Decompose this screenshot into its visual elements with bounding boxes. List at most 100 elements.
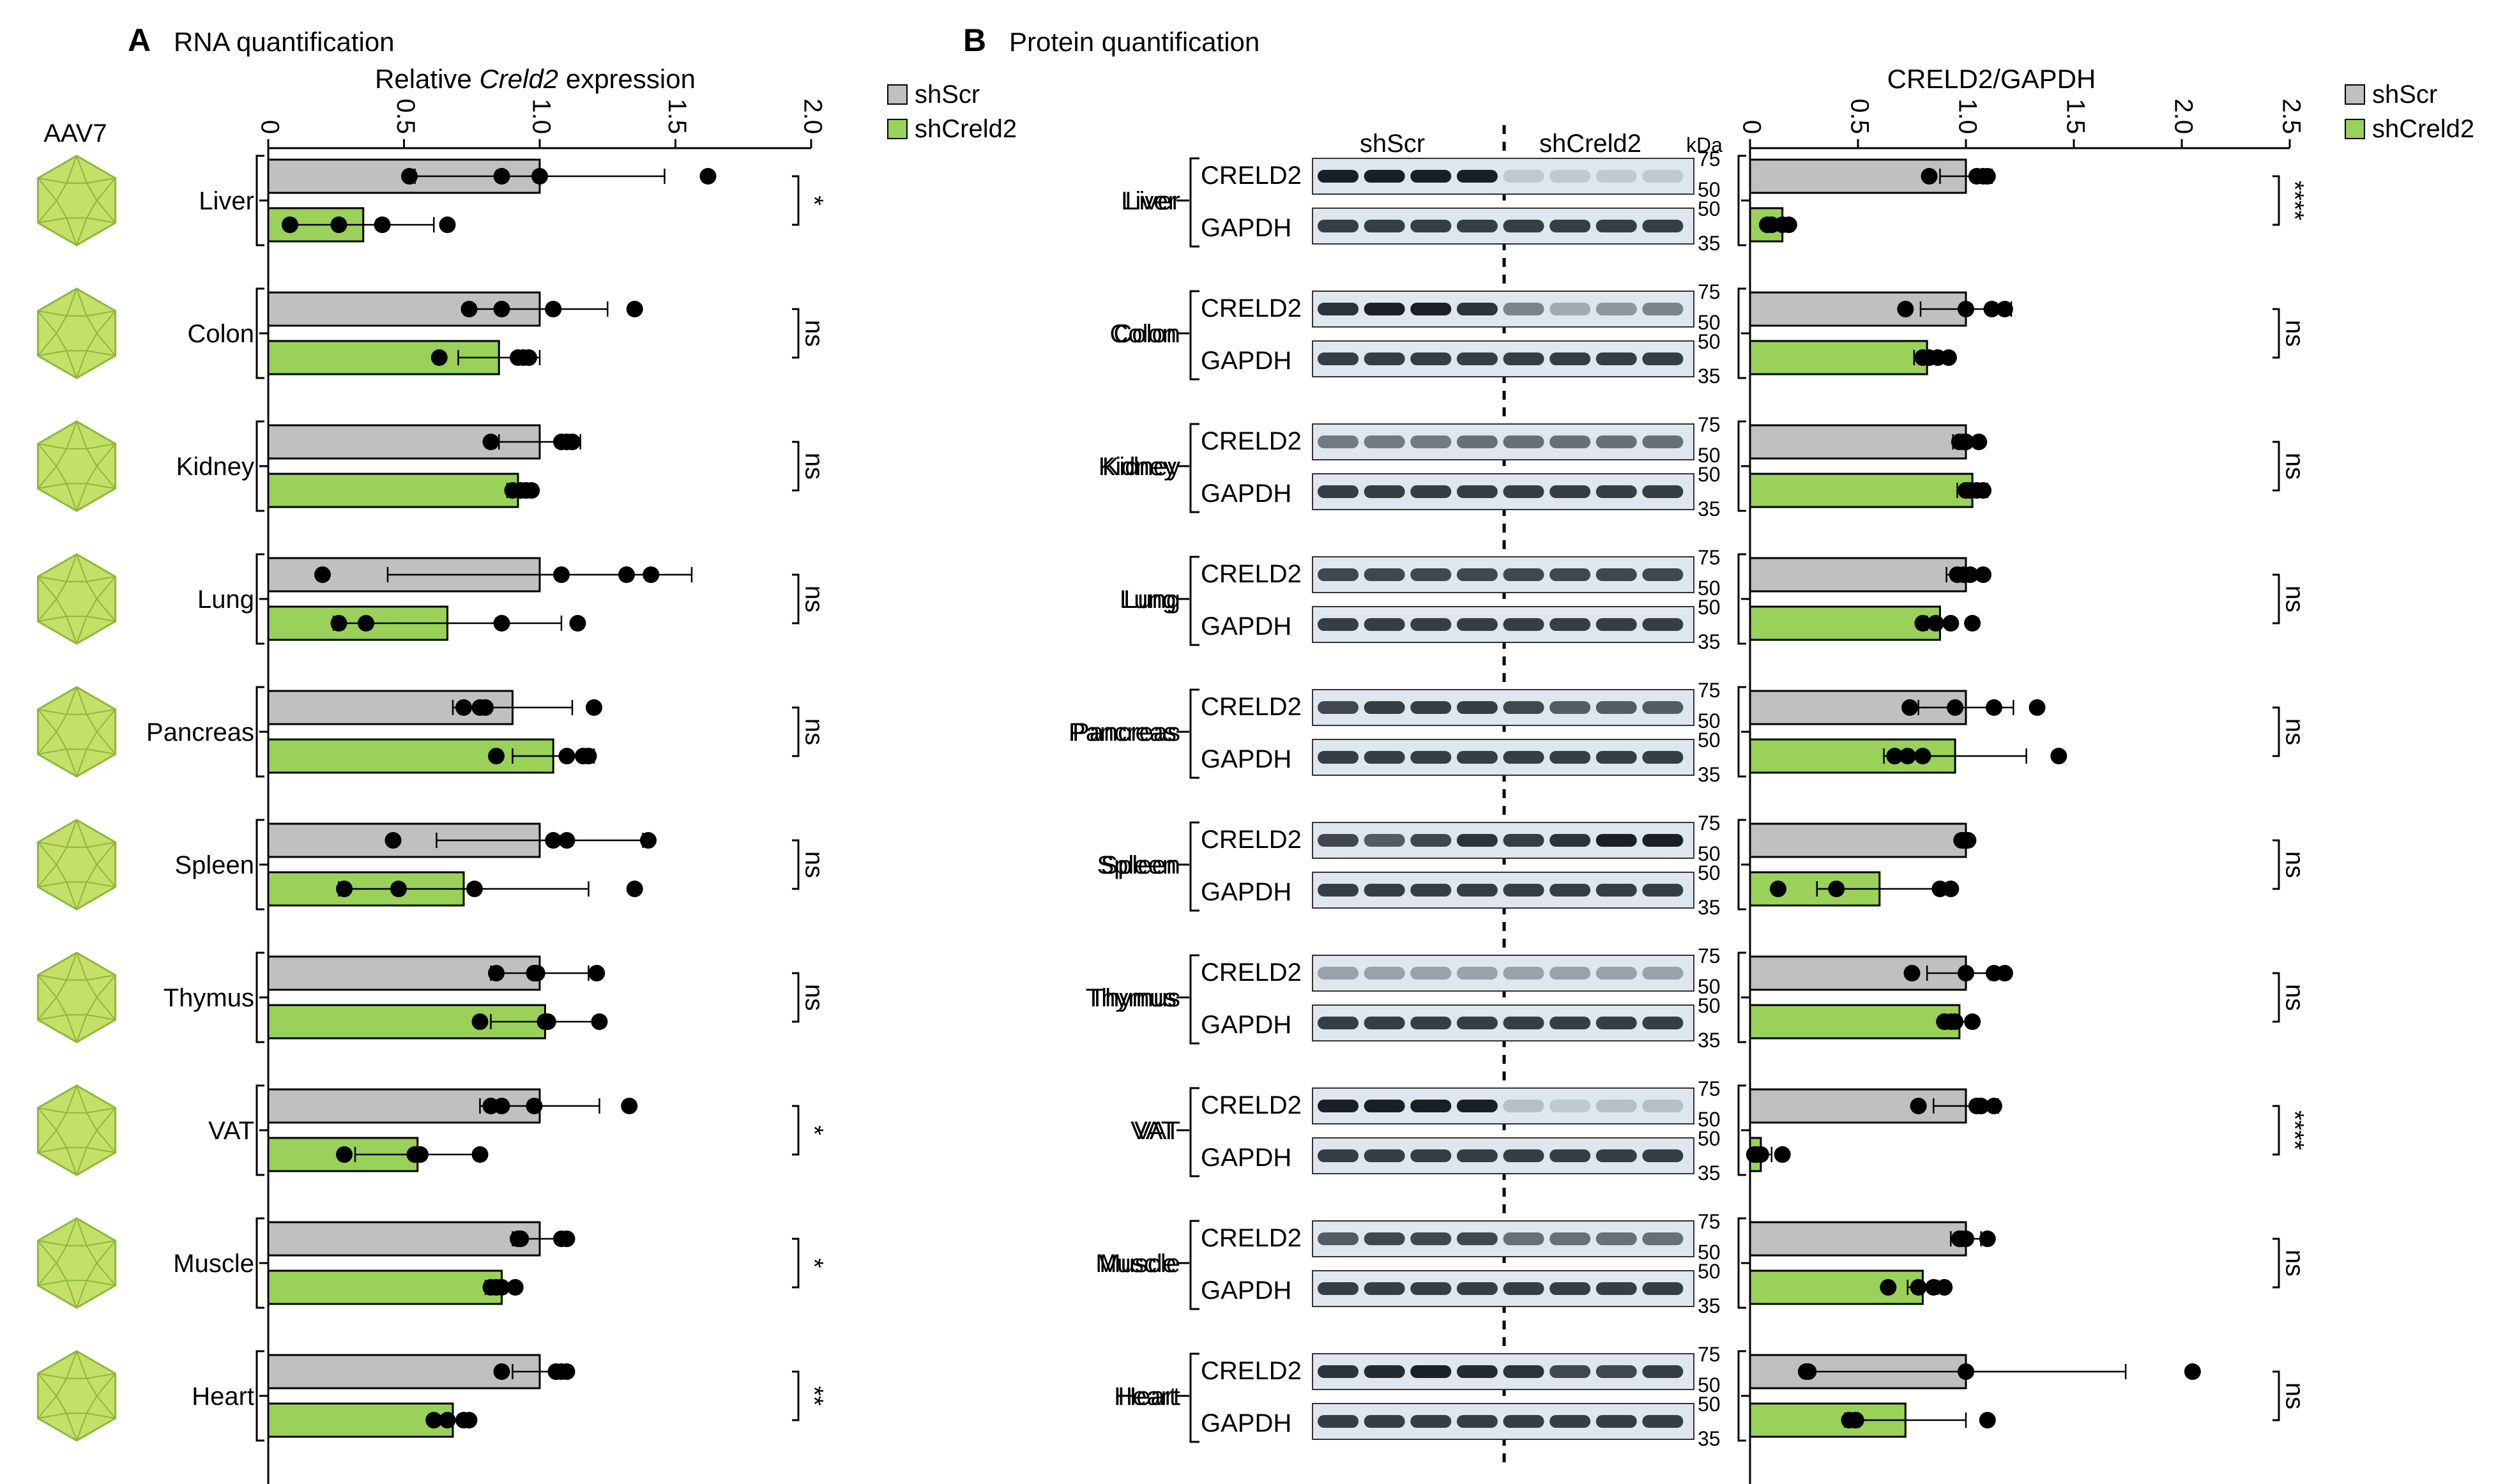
virus-edge xyxy=(37,443,57,467)
virus-icon xyxy=(36,686,117,778)
marker-kda: 50 xyxy=(1698,444,1721,467)
data-point xyxy=(1780,216,1797,233)
blot-band-gapdh xyxy=(1503,1415,1544,1428)
significance-label: * xyxy=(800,1258,828,1268)
blot-band-creld2 xyxy=(1364,568,1405,581)
category-label: Muscle xyxy=(173,1250,254,1278)
significance-bracket xyxy=(792,839,800,890)
significance-bracket xyxy=(2272,1370,2280,1421)
marker-kda: 75 xyxy=(1698,1077,1721,1100)
blot-organ-label: Spleen xyxy=(1097,851,1176,879)
blot-band-creld2 xyxy=(1364,701,1405,714)
blot-band-creld2 xyxy=(1318,568,1359,581)
blot-band-creld2 xyxy=(1456,1232,1498,1245)
legend-label-shcreld2: shCreld2 xyxy=(2372,115,2474,143)
significance-label: ns xyxy=(2280,984,2308,1011)
marker-kda: 50 xyxy=(1698,311,1721,334)
marker-kda: 50 xyxy=(1698,1374,1721,1397)
data-point xyxy=(545,832,562,849)
significance-label: ns xyxy=(2280,586,2308,612)
virus-edge xyxy=(86,709,116,715)
data-point xyxy=(1947,1013,1964,1030)
blot-band-gapdh xyxy=(1410,618,1452,631)
virus-edge xyxy=(37,709,57,732)
data-point xyxy=(1910,1279,1927,1296)
blot-band-gapdh xyxy=(1410,1415,1452,1428)
legend-label-shscr: shScr xyxy=(2372,80,2437,109)
blot-organ-label: Pancreas xyxy=(1069,718,1176,746)
data-point xyxy=(1975,566,1992,583)
virus-edge xyxy=(66,483,77,511)
significance-bracket xyxy=(2272,1238,2280,1289)
bar-shcreld2-muscle xyxy=(267,1269,503,1305)
blot-band-gapdh xyxy=(1456,1149,1498,1162)
virus-edge xyxy=(38,748,67,755)
blot-band-creld2 xyxy=(1410,303,1452,315)
panel-b-xlabel: CRELD2/GAPDH xyxy=(1887,64,2096,94)
category-label: Lung xyxy=(197,586,254,614)
marker-kda: 35 xyxy=(1698,365,1721,388)
virus-edge xyxy=(86,881,116,888)
group-bracket xyxy=(1737,951,1746,1043)
data-point xyxy=(471,1013,489,1030)
blot-band-gapdh xyxy=(1503,751,1544,764)
blot-band-gapdh xyxy=(1456,618,1498,631)
data-point xyxy=(336,1146,353,1163)
virus-edge xyxy=(86,1412,116,1419)
significance-label: ns xyxy=(2280,1250,2308,1276)
virus-edge xyxy=(76,350,88,379)
group-bracket xyxy=(1737,819,1746,911)
data-point xyxy=(506,1279,524,1296)
significance-label: ** xyxy=(800,1386,828,1405)
virus-edge xyxy=(37,997,57,1020)
blot-band-creld2 xyxy=(1456,967,1498,980)
data-point xyxy=(1901,699,1919,716)
category-label: Thymus xyxy=(1090,984,1180,1012)
data-point xyxy=(626,301,643,317)
blot-band-label-creld2: CRELD2 xyxy=(1201,294,1302,322)
blot-band-gapdh xyxy=(1318,1017,1359,1029)
blot-band-gapdh xyxy=(1549,884,1591,897)
group-bracket xyxy=(255,420,264,512)
marker-kda: 50 xyxy=(1698,729,1721,752)
data-point xyxy=(336,881,353,897)
data-point xyxy=(1752,1146,1769,1163)
blot-band-gapdh xyxy=(1549,1415,1591,1428)
significance-label: **** xyxy=(2280,1110,2308,1150)
blot-band-creld2 xyxy=(1595,170,1637,183)
virus-edge xyxy=(66,686,77,715)
significance-label: ns xyxy=(2280,851,2308,878)
blot-band-gapdh xyxy=(1318,1149,1359,1162)
blot-band-gapdh xyxy=(1318,1415,1359,1428)
virus-edge xyxy=(37,1107,57,1131)
data-point xyxy=(401,168,418,185)
data-point xyxy=(2184,1363,2201,1380)
group-bracket xyxy=(1737,1084,1746,1176)
virus-edge xyxy=(38,1147,67,1153)
virus-edge xyxy=(37,731,57,755)
data-point xyxy=(455,699,472,716)
data-point xyxy=(558,832,575,849)
data-point xyxy=(1985,699,2002,716)
blot-bracket xyxy=(1189,1220,1199,1310)
blot-band-gapdh xyxy=(1364,485,1405,498)
bar-shcreld2-kidney xyxy=(267,473,519,508)
blot-band-gapdh xyxy=(1503,618,1544,631)
blot-band-creld2 xyxy=(1318,435,1359,448)
marker-kda: 50 xyxy=(1698,1241,1721,1264)
virus-edge xyxy=(37,333,57,356)
blot-band-gapdh xyxy=(1595,1017,1637,1029)
bar-shscr-muscle xyxy=(1749,1221,1967,1257)
data-point xyxy=(558,748,575,764)
virus-hexagon xyxy=(36,1217,117,1309)
virus-edge xyxy=(76,748,88,777)
data-point xyxy=(1958,1230,1974,1247)
legend-b: shScr shCreld2 xyxy=(2345,80,2474,143)
data-point xyxy=(1979,1412,1996,1428)
virus-edge xyxy=(96,178,116,201)
virus-hexagon xyxy=(36,420,117,512)
blot-band-gapdh xyxy=(1364,1149,1405,1162)
data-point xyxy=(488,748,505,764)
virus-edge xyxy=(96,576,116,600)
data-point xyxy=(374,216,391,233)
